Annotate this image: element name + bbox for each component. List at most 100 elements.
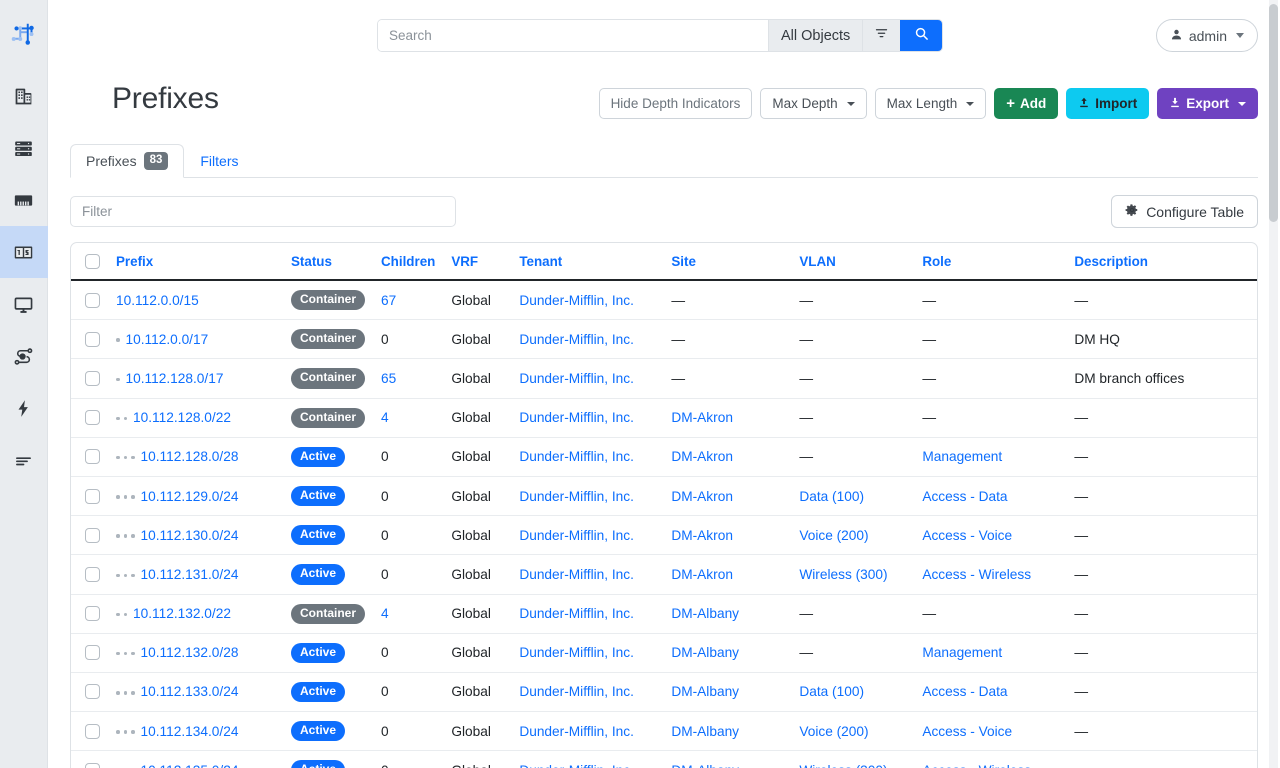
prefix-link[interactable]: 10.112.128.0/17 (125, 370, 224, 386)
site-link[interactable]: DM-Akron (671, 410, 733, 426)
vlan-link[interactable]: Voice (200) (799, 723, 869, 739)
role-link[interactable]: Access - Wireless (922, 566, 1032, 582)
column-header-status[interactable]: Status (283, 243, 374, 281)
column-header-tenant[interactable]: Tenant (511, 243, 664, 281)
tenant-link[interactable]: Dunder-Mifflin, Inc. (519, 370, 634, 386)
prefix-link[interactable]: 10.112.0.0/15 (116, 292, 199, 308)
row-select-checkbox[interactable] (85, 410, 100, 426)
vlan-link[interactable]: Wireless (300) (799, 566, 888, 582)
role-link[interactable]: Management (922, 449, 1003, 465)
site-link[interactable]: DM-Albany (671, 684, 740, 700)
table-row[interactable]: 10.112.133.0/24 Active 0 Global Dunder-Miffl… (71, 672, 1257, 713)
site-link[interactable]: DM-Akron (671, 566, 733, 582)
row-select-checkbox[interactable] (85, 488, 100, 504)
table-row[interactable]: 10.112.128.0/22 Container 4 Global Dunder-Mi… (71, 398, 1257, 438)
children-count-link[interactable]: 4 (381, 606, 389, 622)
row-select-checkbox[interactable] (85, 606, 100, 622)
table-row[interactable]: 10.112.129.0/24 Active 0 Global Dunder-Miffl… (71, 476, 1257, 517)
tenant-link[interactable]: Dunder-Mifflin, Inc. (519, 527, 634, 543)
tenant-link[interactable]: Dunder-Mifflin, Inc. (519, 292, 634, 308)
prefix-link[interactable]: 10.112.131.0/24 (140, 566, 239, 582)
filter-input[interactable] (70, 196, 456, 227)
column-header-vrf[interactable]: VRF (443, 243, 512, 281)
role-link[interactable]: Access - Voice (922, 527, 1013, 543)
column-header-description[interactable]: Description (1066, 243, 1257, 281)
add-prefix-button[interactable]: + Add (994, 88, 1059, 119)
tenant-link[interactable]: Dunder-Mifflin, Inc. (519, 488, 634, 504)
max-length-dropdown[interactable]: Max Length (874, 88, 987, 119)
sidebar-item-power[interactable] (0, 382, 48, 434)
tab-filters[interactable]: Filters (184, 144, 254, 178)
sidebar-item-connections[interactable] (0, 174, 48, 226)
tenant-link[interactable]: Dunder-Mifflin, Inc. (519, 645, 634, 661)
search-input[interactable] (378, 20, 768, 51)
row-select-checkbox[interactable] (85, 370, 100, 386)
select-all-checkbox[interactable] (85, 254, 100, 269)
row-select-checkbox[interactable] (85, 292, 100, 308)
configure-table-button[interactable]: Configure Table (1111, 195, 1258, 228)
prefix-link[interactable]: 10.112.130.0/24 (140, 527, 239, 543)
tab-prefixes[interactable]: Prefixes 83 (70, 144, 185, 178)
search-scope-selector[interactable]: All Objects (768, 20, 863, 51)
row-select-checkbox[interactable] (85, 684, 100, 700)
table-row[interactable]: 10.112.128.0/28 Active 0 Global Dunder-Miffl… (71, 437, 1257, 477)
table-row[interactable]: 10.112.134.0/24 Active 0 Global Dunder-Miffl… (71, 711, 1257, 752)
prefix-link[interactable]: 10.112.132.0/28 (140, 645, 239, 661)
sidebar-item-circuits[interactable] (0, 330, 48, 382)
table-row[interactable]: 10.112.130.0/24 Active 0 Global Dunder-Miffl… (71, 515, 1257, 556)
table-row[interactable]: 10.112.132.0/28 Active 0 Global Dunder-Miffl… (71, 633, 1257, 673)
vlan-link[interactable]: Data (100) (799, 684, 864, 700)
column-header-children[interactable]: Children (373, 243, 444, 281)
table-row[interactable]: 10.112.131.0/24 Active 0 Global Dunder-Miffl… (71, 554, 1257, 595)
children-count-link[interactable]: 4 (381, 410, 389, 426)
row-select-checkbox[interactable] (85, 723, 100, 739)
role-link[interactable]: Access - Wireless (922, 763, 1031, 768)
tenant-link[interactable]: Dunder-Mifflin, Inc. (519, 410, 634, 426)
site-link[interactable]: DM-Akron (671, 527, 733, 543)
column-header-role[interactable]: Role (914, 243, 1067, 281)
row-select-checkbox[interactable] (85, 762, 100, 768)
max-depth-dropdown[interactable]: Max Depth (760, 88, 867, 119)
user-menu-button[interactable]: admin (1155, 19, 1258, 52)
netbox-logo-icon[interactable] (0, 0, 48, 70)
tenant-link[interactable]: Dunder-Mifflin, Inc. (519, 723, 634, 739)
sidebar-item-other[interactable] (0, 434, 48, 486)
row-select-checkbox[interactable] (85, 449, 100, 465)
row-select-checkbox[interactable] (85, 645, 100, 661)
children-count-link[interactable]: 65 (381, 370, 397, 386)
prefix-link[interactable]: 10.112.128.0/22 (133, 410, 231, 426)
site-link[interactable]: DM-Albany (671, 606, 740, 622)
sidebar-item-devices[interactable] (0, 122, 48, 174)
table-row[interactable]: 10.112.135.0/24 Active 0 Global Dunder-Miffl… (71, 750, 1257, 768)
prefix-link[interactable]: 10.112.134.0/24 (140, 723, 239, 739)
role-link[interactable]: Access - Data (922, 684, 1008, 700)
column-header-vlan[interactable]: VLAN (791, 243, 915, 281)
prefix-link[interactable]: 10.112.128.0/28 (140, 449, 239, 465)
role-link[interactable]: Access - Voice (922, 723, 1013, 739)
search-submit-button[interactable] (900, 20, 943, 51)
vlan-link[interactable]: Data (100) (799, 488, 864, 504)
column-header-site[interactable]: Site (663, 243, 792, 281)
table-row[interactable]: 10.112.0.0/15 Container 67 Global Dunder-Mif… (71, 280, 1257, 321)
table-row[interactable]: 10.112.0.0/17 Container 0 Global Dunder-Miff… (71, 319, 1257, 360)
role-link[interactable]: Access - Data (922, 488, 1008, 504)
table-row[interactable]: 10.112.128.0/17 Container 65 Global Dunder-M… (71, 358, 1257, 399)
site-link[interactable]: DM-Akron (671, 488, 733, 504)
site-link[interactable]: DM-Akron (671, 449, 733, 465)
hide-depth-indicators-button[interactable]: Hide Depth Indicators (598, 88, 753, 119)
prefix-link[interactable]: 10.112.132.0/22 (133, 606, 231, 622)
export-dropdown[interactable]: Export (1157, 88, 1258, 119)
prefix-link[interactable]: 10.112.129.0/24 (140, 488, 239, 504)
vlan-link[interactable]: Voice (200) (799, 527, 869, 543)
tenant-link[interactable]: Dunder-Mifflin, Inc. (519, 684, 634, 700)
tenant-link[interactable]: Dunder-Mifflin, Inc. (519, 331, 634, 347)
vertical-scrollbar-thumb[interactable] (1269, 4, 1278, 222)
vlan-link[interactable]: Wireless (300) (799, 763, 887, 768)
import-button[interactable]: Import (1066, 88, 1150, 119)
prefix-link[interactable]: 10.112.133.0/24 (140, 684, 239, 700)
search-filter-button[interactable] (862, 20, 901, 51)
children-count-link[interactable]: 67 (381, 292, 397, 308)
tenant-link[interactable]: Dunder-Mifflin, Inc. (519, 606, 634, 622)
scrollbar-track[interactable] (1269, 0, 1278, 768)
tenant-link[interactable]: Dunder-Mifflin, Inc. (519, 566, 634, 582)
